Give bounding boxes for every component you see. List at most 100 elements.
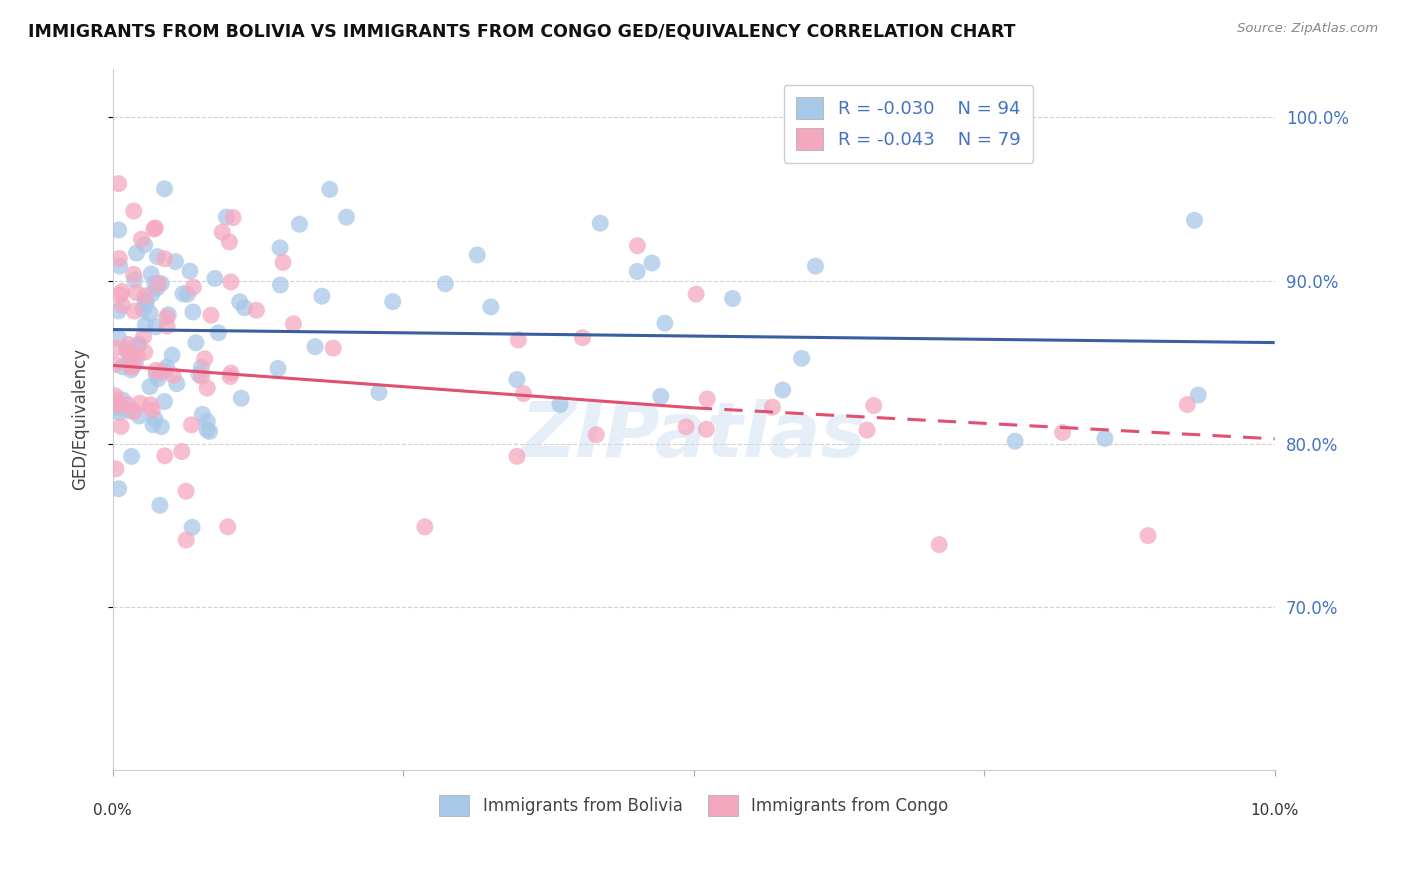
- Point: [141, 402, 163, 417]
- Point: [122, 268, 145, 282]
- Point: [228, 294, 250, 309]
- Point: [117, 344, 139, 359]
- Point: [271, 255, 294, 269]
- Point: [107, 399, 129, 413]
- Point: [172, 286, 194, 301]
- Point: [124, 357, 146, 371]
- Point: [696, 392, 718, 406]
- Point: [110, 288, 132, 302]
- Point: [194, 351, 217, 366]
- Point: [215, 210, 238, 224]
- Point: [641, 256, 664, 270]
- Point: [1052, 425, 1074, 440]
- Point: [120, 363, 142, 377]
- Point: [104, 389, 127, 403]
- Point: [804, 259, 827, 273]
- Point: [122, 204, 145, 219]
- Point: [311, 289, 333, 303]
- Point: [143, 277, 166, 291]
- Point: [1184, 213, 1206, 227]
- Point: [153, 449, 176, 463]
- Point: [654, 316, 676, 330]
- Point: [170, 444, 193, 458]
- Point: [145, 221, 167, 235]
- Point: [149, 498, 172, 512]
- Point: [231, 391, 253, 405]
- Point: [195, 423, 218, 437]
- Point: [111, 285, 134, 299]
- Point: [128, 338, 150, 352]
- Point: [124, 273, 146, 287]
- Point: [104, 358, 127, 372]
- Point: [125, 349, 148, 363]
- Point: [650, 389, 672, 403]
- Point: [134, 237, 156, 252]
- Point: [125, 246, 148, 260]
- Point: [685, 287, 707, 301]
- Point: [217, 520, 239, 534]
- Point: [772, 383, 794, 397]
- Point: [156, 310, 179, 324]
- Point: [219, 366, 242, 380]
- Point: [150, 419, 173, 434]
- Point: [122, 404, 145, 418]
- Point: [218, 235, 240, 249]
- Point: [134, 345, 156, 359]
- Point: [121, 359, 143, 374]
- Point: [198, 425, 221, 439]
- Point: [188, 368, 211, 382]
- Point: [107, 304, 129, 318]
- Point: [107, 405, 129, 419]
- Point: [174, 533, 197, 547]
- Point: [107, 401, 129, 415]
- Point: [153, 364, 176, 378]
- Point: [233, 301, 256, 315]
- Point: [117, 337, 139, 351]
- Point: [149, 365, 172, 379]
- Point: [142, 222, 165, 236]
- Point: [191, 408, 214, 422]
- Point: [142, 417, 165, 432]
- Point: [190, 369, 212, 384]
- Point: [181, 305, 204, 319]
- Point: [184, 335, 207, 350]
- Point: [107, 223, 129, 237]
- Point: [162, 368, 184, 383]
- Point: [195, 415, 218, 429]
- Point: [267, 361, 290, 376]
- Point: [139, 267, 162, 281]
- Point: [381, 294, 404, 309]
- Point: [761, 401, 783, 415]
- Point: [176, 287, 198, 301]
- Point: [107, 177, 129, 191]
- Point: [107, 331, 129, 345]
- Point: [675, 420, 697, 434]
- Point: [585, 427, 607, 442]
- Point: [506, 372, 529, 386]
- Point: [508, 333, 530, 347]
- Point: [790, 351, 813, 366]
- Point: [153, 182, 176, 196]
- Point: [104, 392, 127, 407]
- Point: [146, 281, 169, 295]
- Point: [108, 259, 131, 273]
- Point: [222, 211, 245, 225]
- Point: [134, 289, 156, 303]
- Point: [219, 369, 242, 384]
- Point: [107, 482, 129, 496]
- Point: [695, 422, 717, 436]
- Point: [367, 385, 389, 400]
- Point: [132, 329, 155, 343]
- Point: [322, 341, 344, 355]
- Point: [117, 397, 139, 411]
- Point: [589, 216, 612, 230]
- Point: [115, 342, 138, 356]
- Point: [104, 462, 127, 476]
- Point: [174, 484, 197, 499]
- Point: [1004, 434, 1026, 449]
- Point: [156, 319, 179, 334]
- Point: [434, 277, 457, 291]
- Point: [111, 298, 134, 312]
- Point: [108, 252, 131, 266]
- Point: [571, 331, 593, 345]
